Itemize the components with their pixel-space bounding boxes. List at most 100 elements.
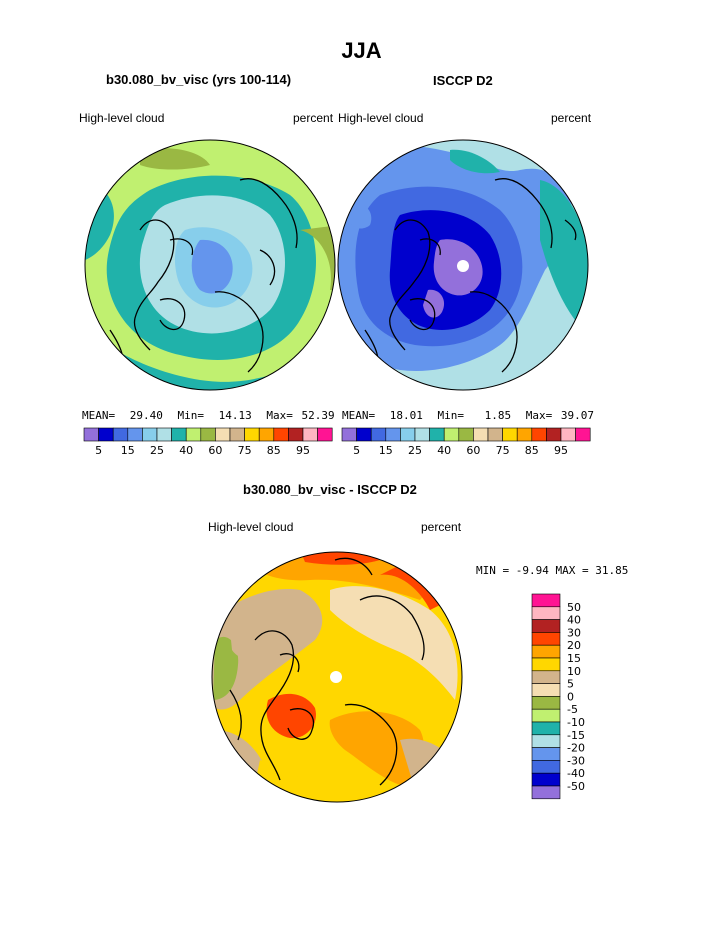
obs-colorbar-swatch	[516, 427, 533, 442]
obs-colorbar-swatch	[341, 427, 357, 442]
obs-colorbar: 5 15 25 40 60 75 85 95	[341, 427, 591, 457]
obs-colorbar-swatch	[473, 427, 489, 442]
diff-colorbar-swatch	[531, 760, 561, 774]
diff-colorbar-tick-label: -50	[567, 780, 585, 793]
model-coastlines	[109, 178, 298, 379]
model-colorbar-swatch	[244, 427, 260, 442]
model-colorbar-swatch	[156, 427, 172, 442]
diff-colorbar-swatch	[531, 644, 561, 659]
diff-colorbar-swatch	[531, 632, 561, 646]
diff-colorbar-swatch	[531, 696, 561, 710]
obs-colorbar-swatch	[370, 427, 387, 442]
model-colorbar-swatch	[171, 427, 187, 442]
model-colorbar-swatch	[273, 427, 289, 442]
page-title: JJA	[341, 38, 382, 63]
diff-colorbar-tick-label: -30	[567, 754, 585, 767]
diff-units-label: percent	[421, 520, 462, 534]
diff-colorbar-swatch	[531, 708, 561, 723]
model-colorbar-swatch	[302, 427, 318, 442]
obs-colorbar-swatch	[443, 427, 460, 442]
obs-colorbar-tick-label: 15	[379, 444, 393, 457]
model-colorbar-swatch	[112, 427, 129, 442]
model-colorbar-tick-label: 85	[267, 444, 281, 457]
obs-variable-label: High-level cloud	[338, 111, 424, 125]
diff-colorbar-swatch	[531, 593, 561, 608]
diff-colorbar-tick-label: -20	[567, 742, 585, 755]
model-colorbar-tick-label: 95	[296, 444, 310, 457]
diff-colorbar-tick-label: 10	[567, 665, 581, 678]
obs-colorbar-swatch	[487, 427, 503, 442]
diff-colorbar-swatch	[531, 657, 561, 672]
diff-colorbar-tick-label: 15	[567, 652, 581, 665]
diff-panel-title: b30.080_bv_visc - ISCCP D2	[243, 482, 417, 497]
diff-colorbar-tick-label: 40	[567, 614, 581, 627]
obs-max-value: 39.07	[560, 409, 594, 422]
model-min-value: 14.13	[218, 409, 252, 422]
obs-units-label: percent	[551, 111, 592, 125]
diff-colorbar-swatch	[531, 721, 561, 736]
obs-colorbar-tick-label: 5	[353, 444, 360, 457]
obs-colorbar-swatch	[546, 427, 562, 442]
diff-colorbar-swatch	[531, 670, 561, 684]
diff-colorbar-tick-label: 50	[567, 601, 581, 614]
model-colorbar-swatch	[83, 427, 99, 442]
obs-colorbar-tick-label: 25	[408, 444, 422, 457]
model-mean-label: MEAN=	[82, 409, 116, 422]
model-colorbar-swatch	[142, 427, 158, 442]
model-colorbar-tick-label: 15	[121, 444, 135, 457]
model-variable-label: High-level cloud	[79, 111, 165, 125]
obs-colorbar-swatch	[458, 427, 474, 442]
diff-coastlines	[229, 557, 425, 786]
model-colorbar-tick-label: 75	[238, 444, 252, 457]
diff-colorbar-tick-label: 5	[567, 678, 574, 691]
model-colorbar: 5 15 25 40 60 75 85 95	[83, 427, 333, 457]
obs-coastlines	[364, 178, 577, 379]
diff-colorbar-tick-label: 0	[567, 690, 574, 703]
model-map	[85, 140, 335, 390]
obs-colorbar-swatch	[385, 427, 401, 442]
model-colorbar-tick-label: 25	[150, 444, 164, 457]
diff-colorbar-swatch	[531, 747, 561, 761]
diff-minmax: MIN = -9.94 MAX = 31.85	[476, 564, 629, 577]
model-colorbar-tick-label: 40	[179, 444, 193, 457]
model-colorbar-swatch	[258, 427, 275, 442]
obs-colorbar-swatch	[575, 427, 591, 442]
model-colorbar-swatch	[317, 427, 333, 442]
obs-colorbar-tick-label: 40	[437, 444, 451, 457]
obs-colorbar-tick-label: 60	[466, 444, 480, 457]
diff-colorbar-tick-label: -5	[567, 703, 578, 716]
model-mean-value: 29.40	[129, 409, 163, 422]
obs-min-value: 1.85	[484, 409, 512, 422]
diff-variable-label: High-level cloud	[208, 520, 294, 534]
model-colorbar-swatch	[200, 427, 216, 442]
obs-pole-hole	[457, 260, 469, 272]
obs-stats: MEAN= 18.01 Min= 1.85 Max= 39.07	[342, 409, 594, 422]
model-max-label: Max=	[266, 409, 293, 422]
obs-mean-label: MEAN=	[342, 409, 376, 422]
diff-colorbar-swatch	[531, 619, 561, 633]
obs-colorbar-swatch	[356, 427, 372, 442]
model-colorbar-swatch	[288, 427, 304, 442]
model-colorbar-swatch	[229, 427, 245, 442]
obs-panel-title: ISCCP D2	[433, 73, 493, 88]
model-colorbar-tick-label: 60	[208, 444, 222, 457]
obs-max-label: Max=	[525, 409, 553, 422]
obs-colorbar-swatch	[560, 427, 576, 442]
obs-mean-value: 18.01	[389, 409, 423, 422]
obs-colorbar-swatch	[502, 427, 518, 442]
obs-min-label: Min=	[437, 409, 465, 422]
model-colorbar-swatch	[185, 427, 202, 442]
diff-colorbar-swatch	[531, 734, 561, 748]
model-max-value: 52.39	[301, 409, 335, 422]
obs-colorbar-tick-label: 85	[525, 444, 539, 457]
model-units-label: percent	[293, 111, 334, 125]
diff-colorbar-tick-label: 20	[567, 639, 581, 652]
obs-colorbar-tick-label: 75	[496, 444, 510, 457]
diff-colorbar-swatch	[531, 683, 561, 697]
model-min-label: Min=	[177, 409, 205, 422]
model-colorbar-tick-label: 5	[95, 444, 102, 457]
model-colorbar-swatch	[215, 427, 231, 442]
diff-colorbar-tick-label: -15	[567, 729, 585, 742]
obs-colorbar-tick-label: 95	[554, 444, 568, 457]
